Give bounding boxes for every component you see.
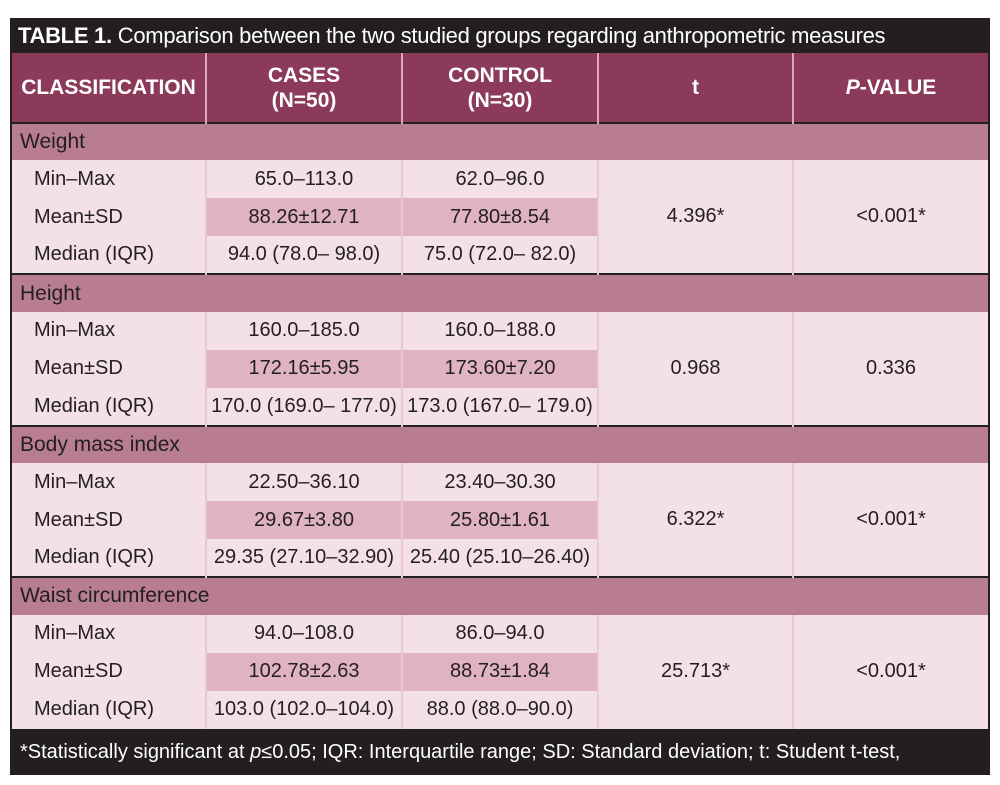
header-cases: CASES (N=50)	[206, 53, 403, 123]
control-value: 88.73±1.84	[402, 652, 599, 691]
cases-value: 170.0 (169.0– 177.0)	[206, 387, 403, 426]
table-row: Mean±SD 29.67±3.80 25.80±1.61	[12, 501, 988, 540]
t-value: 0.968	[598, 311, 794, 426]
row-label: Min–Max	[12, 160, 207, 199]
cases-value: 88.26±12.71	[206, 198, 403, 237]
table-row: Mean±SD 102.78±2.63 88.73±1.84	[12, 652, 988, 691]
control-value: 23.40–30.30	[402, 463, 599, 502]
header-row: CLASSIFICATION CASES (N=50) CONTROL (N=30)…	[12, 53, 988, 123]
table-row: Min–Max 65.0–113.0 62.0–96.0 4.396* <0.0…	[12, 160, 988, 275]
table-row: Median (IQR) 170.0 (169.0– 177.0) 173.0 …	[12, 387, 988, 426]
control-value: 173.60±7.20	[402, 349, 599, 388]
table-row: Min–Max 160.0–185.0 160.0–188.0 0.968 0.…	[12, 311, 988, 426]
table-row: Min–Max 22.50–36.10 23.40–30.30 6.322* <…	[12, 463, 988, 578]
row-label: Mean±SD	[12, 501, 207, 540]
table-row: Median (IQR) 103.0 (102.0–104.0) 88.0 (8…	[12, 690, 988, 729]
t-value: 4.396*	[598, 160, 794, 275]
header-t: t	[598, 53, 794, 123]
section-label: Height	[12, 273, 988, 312]
cases-value: 103.0 (102.0–104.0)	[206, 690, 403, 729]
row-label: Median (IQR)	[12, 539, 207, 578]
section-row-weight: Weight	[12, 121, 988, 161]
section-row-waist: Waist circumference	[12, 576, 988, 615]
table-frame: TABLE 1. Comparison between the two studi…	[10, 18, 990, 775]
t-value: 6.322*	[598, 463, 794, 578]
row-label: Mean±SD	[12, 349, 207, 388]
control-value: 86.0–94.0	[402, 614, 599, 653]
control-value: 160.0–188.0	[402, 311, 599, 350]
row-label: Min–Max	[12, 311, 207, 350]
anthropometric-table: CLASSIFICATION CASES (N=50) CONTROL (N=30)…	[12, 53, 988, 729]
row-label: Mean±SD	[12, 198, 207, 237]
control-value: 62.0–96.0	[402, 160, 599, 199]
p-value: <0.001*	[793, 614, 988, 729]
p-value: <0.001*	[793, 463, 988, 578]
p-value: <0.001*	[793, 160, 988, 275]
control-value: 88.0 (88.0–90.0)	[402, 690, 599, 729]
cases-value: 94.0 (78.0– 98.0)	[206, 236, 403, 275]
section-row-bmi: Body mass index	[12, 424, 988, 464]
cases-value: 160.0–185.0	[206, 311, 403, 350]
table-title: TABLE 1. Comparison between the two studi…	[10, 18, 990, 53]
control-value: 25.80±1.61	[402, 501, 599, 540]
cases-value: 172.16±5.95	[206, 349, 403, 388]
cases-value: 29.67±3.80	[206, 501, 403, 540]
cases-value: 22.50–36.10	[206, 463, 403, 502]
row-label: Min–Max	[12, 463, 207, 502]
header-classification: CLASSIFICATION	[12, 53, 207, 123]
table-row: Mean±SD 88.26±12.71 77.80±8.54	[12, 198, 988, 237]
control-value: 75.0 (72.0– 82.0)	[402, 236, 599, 275]
table-row: Median (IQR) 94.0 (78.0– 98.0) 75.0 (72.…	[12, 236, 988, 275]
cases-value: 65.0–113.0	[206, 160, 403, 199]
table-title-label: TABLE 1.	[18, 23, 112, 48]
section-row-height: Height	[12, 273, 988, 312]
table-footnote: *Statistically significant at p≤0.05; IQ…	[10, 729, 990, 775]
section-label: Weight	[12, 121, 988, 161]
section-label: Body mass index	[12, 424, 988, 464]
cases-value: 94.0–108.0	[206, 614, 403, 653]
row-label: Median (IQR)	[12, 387, 207, 426]
table-title-text: Comparison between the two studied group…	[117, 23, 886, 48]
header-p-value: P-VALUE	[793, 53, 988, 123]
section-label: Waist circumference	[12, 576, 988, 615]
row-label: Min–Max	[12, 614, 207, 653]
t-value: 25.713*	[598, 614, 794, 729]
row-label: Mean±SD	[12, 652, 207, 691]
table-row: Min–Max 94.0–108.0 86.0–94.0 25.713* <0.…	[12, 614, 988, 729]
header-control: CONTROL (N=30)	[402, 53, 599, 123]
control-value: 25.40 (25.10–26.40)	[402, 539, 599, 578]
control-value: 77.80±8.54	[402, 198, 599, 237]
table-row: Mean±SD 172.16±5.95 173.60±7.20	[12, 349, 988, 388]
row-label: Median (IQR)	[12, 236, 207, 275]
control-value: 173.0 (167.0– 179.0)	[402, 387, 599, 426]
table-row: Median (IQR) 29.35 (27.10–32.90) 25.40 (…	[12, 539, 988, 578]
row-label: Median (IQR)	[12, 690, 207, 729]
cases-value: 102.78±2.63	[206, 652, 403, 691]
p-value: 0.336	[793, 311, 988, 426]
cases-value: 29.35 (27.10–32.90)	[206, 539, 403, 578]
